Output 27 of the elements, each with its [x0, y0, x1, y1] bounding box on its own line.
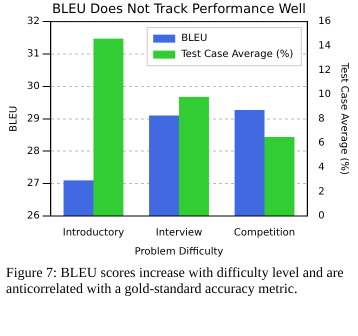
y-tick-label: 31: [26, 48, 40, 60]
y2-tick-label: 14: [318, 40, 332, 52]
y-tick-label: 28: [26, 146, 40, 157]
y2-axis-title: Test Case Average (%): [338, 62, 350, 175]
chart-title: BLEU Does Not Track Performance Well: [52, 2, 306, 18]
y-tick-label: 27: [26, 178, 40, 190]
caption: Figure 7: BLEU scores increase with difficulty level and are anticorrelated with a gold-standard accuracy metric.: [6, 266, 345, 298]
y-axis-title: BLEU: [8, 106, 20, 132]
x-tick-label: Interview: [156, 228, 202, 239]
y-tick-label: 30: [26, 80, 40, 92]
y-tick-label: 32: [26, 16, 40, 28]
y-tick-label: 29: [26, 113, 40, 124]
legend-label: BLEU: [181, 33, 208, 44]
x-tick-label: Competition: [234, 228, 296, 239]
bar: [93, 38, 124, 216]
legend-label: Test Case Average (%): [180, 49, 294, 60]
y2-tick-label: 16: [318, 16, 332, 28]
x-axis-title: Problem Difficulty: [134, 246, 224, 258]
y2-tick-label: 6: [318, 138, 325, 149]
y2-tick-label: 12: [318, 64, 332, 76]
x-tick-label: Introductory: [62, 228, 124, 239]
y2-tick-label: 2: [318, 186, 325, 198]
y2-tick-label: 0: [318, 210, 325, 222]
y2-tick-label: 4: [318, 162, 325, 173]
y2-tick-label: 8: [318, 113, 325, 124]
y2-tick-label: 10: [318, 89, 332, 100]
y-tick-label: 26: [26, 210, 40, 222]
